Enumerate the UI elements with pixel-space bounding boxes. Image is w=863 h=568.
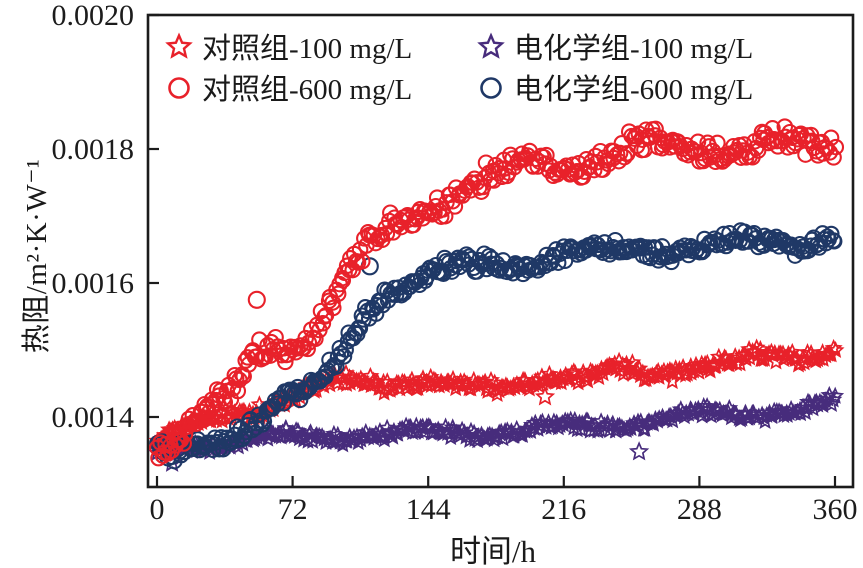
star-icon xyxy=(162,29,196,63)
x-tick-label: 0 xyxy=(150,493,165,526)
y-tick-label: 0.0020 xyxy=(52,0,135,32)
y-tick-label: 0.0018 xyxy=(52,133,135,166)
circle-icon xyxy=(162,70,196,104)
legend-label: 电化学组-100 mg/L xyxy=(514,32,754,65)
legend-label: 电化学组-600 mg/L xyxy=(514,73,754,106)
x-tick-label: 288 xyxy=(677,493,722,526)
x-tick-label: 360 xyxy=(813,493,858,526)
y-axis-title: 热阻/m²·K·W⁻¹ xyxy=(21,158,53,354)
y-tick-label: 0.0016 xyxy=(52,267,135,300)
star-icon xyxy=(474,29,508,63)
plot-frame xyxy=(146,13,855,489)
legend-item-control-600: 对照组-600 mg/L xyxy=(162,68,474,106)
legend-label: 对照组-600 mg/L xyxy=(202,73,413,106)
legend-item-control-100: 对照组-100 mg/L xyxy=(162,27,474,65)
legend-label: 对照组-100 mg/L xyxy=(202,32,413,65)
x-tick-label: 144 xyxy=(406,493,451,526)
y-tick-label: 0.0014 xyxy=(52,401,135,434)
circle-icon xyxy=(474,70,508,104)
x-tick-label: 72 xyxy=(278,493,308,526)
x-tick-label: 216 xyxy=(541,493,586,526)
series-circles-2 xyxy=(149,118,845,467)
legend-item-electro-600: 电化学组-600 mg/L xyxy=(474,68,754,106)
legend-item-electro-100: 电化学组-100 mg/L xyxy=(474,27,754,65)
x-axis-title: 时间/h xyxy=(449,534,537,568)
chart-legend: 对照组-100 mg/L 电化学组-100 mg/L 对照组-600 mg/L … xyxy=(162,27,754,106)
